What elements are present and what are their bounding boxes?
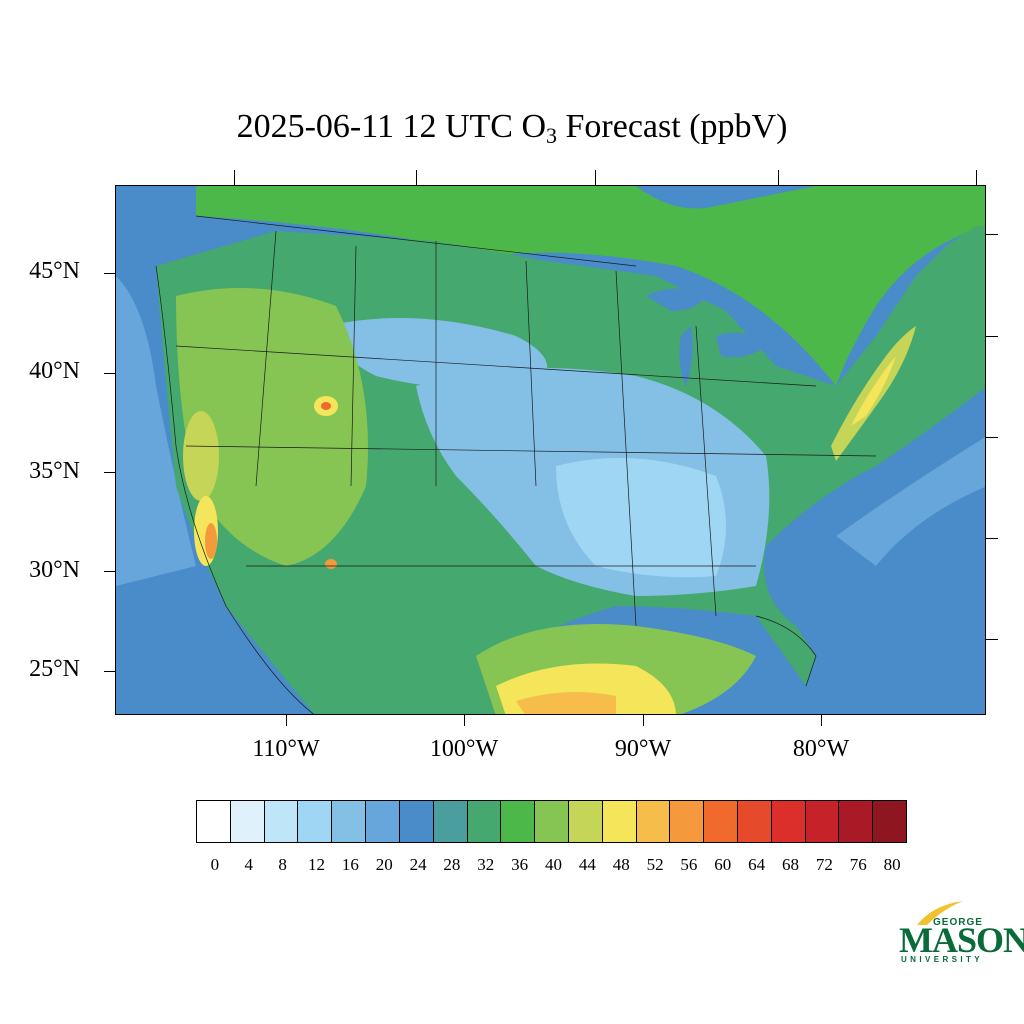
colorbar-swatch bbox=[771, 801, 806, 842]
lon-tick-top bbox=[976, 170, 977, 185]
colorbar-swatch bbox=[704, 801, 738, 842]
map-title: 2025-06-11 12 UTC O3 Forecast (ppbV) bbox=[236, 108, 788, 148]
ozone-field bbox=[116, 186, 985, 714]
colorbar-swatch bbox=[568, 801, 603, 842]
colorbar-swatch bbox=[738, 801, 772, 842]
colorbar-tick-label: 0 bbox=[210, 855, 220, 874]
lat-label-40: 40°N bbox=[29, 358, 80, 384]
lon-tick bbox=[821, 715, 822, 726]
colorbar-swatch bbox=[433, 801, 468, 842]
colorbar-tick-label: 12 bbox=[308, 855, 325, 874]
lat-label-45: 45°N bbox=[29, 258, 80, 284]
colorbar-swatch bbox=[873, 801, 907, 842]
colorbar-tick-label: 28 bbox=[443, 855, 461, 874]
colorbar-tick-label: 32 bbox=[477, 855, 495, 874]
colorbar-tick-label: 20 bbox=[375, 855, 393, 874]
lon-tick bbox=[643, 715, 644, 726]
colorbar-swatch bbox=[805, 801, 840, 842]
lon-tick-top bbox=[778, 170, 779, 185]
colorbar-swatch bbox=[399, 801, 434, 842]
lon-label-110: 110°W bbox=[252, 736, 320, 762]
colorbar-tick-label: 40 bbox=[545, 855, 562, 874]
lat-tick-right bbox=[986, 234, 998, 235]
lat-tick bbox=[104, 671, 115, 672]
colorbar-tick-label: 52 bbox=[646, 855, 664, 874]
lon-tick-top bbox=[416, 170, 417, 185]
colorbar-tick-label: 80 bbox=[883, 855, 901, 874]
lon-label-100: 100°W bbox=[429, 736, 499, 762]
lat-tick-right bbox=[986, 336, 998, 337]
lon-label-80: 80°W bbox=[792, 736, 850, 762]
colorbar-tick-label: 24 bbox=[409, 855, 427, 874]
colorbar-tick-label: 72 bbox=[815, 855, 833, 874]
colorbar-tick-label: 16 bbox=[341, 855, 359, 874]
colorbar-swatch bbox=[602, 801, 637, 842]
lon-tick bbox=[464, 715, 465, 726]
colorbar-swatch bbox=[332, 801, 367, 842]
lon-label-90: 90°W bbox=[614, 736, 672, 762]
colorbar-tick-label: 44 bbox=[578, 855, 596, 874]
colorbar-swatch bbox=[467, 801, 502, 842]
lat-label-30: 30°N bbox=[29, 557, 80, 583]
colorbar-tick-label: 4 bbox=[244, 855, 254, 874]
colorbar-swatch bbox=[230, 801, 265, 842]
colorbar-swatch bbox=[366, 801, 400, 842]
lat-tick bbox=[104, 571, 115, 572]
lat-tick bbox=[104, 373, 115, 374]
colorbar-tick-label: 36 bbox=[511, 855, 529, 874]
colorbar-swatch bbox=[636, 801, 671, 842]
colorbar-swatch bbox=[298, 801, 333, 842]
logo-line2: MASON bbox=[899, 920, 1024, 960]
lat-tick bbox=[104, 273, 115, 274]
lon-tick-top bbox=[234, 170, 235, 185]
colorbar bbox=[196, 800, 907, 843]
colorbar-tick-label: 56 bbox=[680, 855, 698, 874]
colorbar-swatch bbox=[501, 801, 536, 842]
colorbar-swatch bbox=[535, 801, 569, 842]
colorbar-tick-label: 48 bbox=[612, 855, 630, 874]
colorbar-tick-label: 60 bbox=[714, 855, 732, 874]
lon-tick bbox=[286, 715, 287, 726]
logo-line3: UNIVERSITY bbox=[901, 955, 984, 964]
lat-label-25: 25°N bbox=[29, 656, 80, 682]
colorbar-swatch bbox=[264, 801, 299, 842]
logo-swoosh-icon bbox=[917, 901, 963, 925]
colorbar-tick-label: 76 bbox=[849, 855, 867, 874]
colorbar-swatch bbox=[839, 801, 874, 842]
colorbar-tick-label: 68 bbox=[782, 855, 799, 874]
colorbar-tick-label: 64 bbox=[748, 855, 766, 874]
ozone-map bbox=[115, 185, 986, 715]
lat-tick bbox=[104, 472, 115, 473]
colorbar-swatch bbox=[670, 801, 705, 842]
george-mason-logo: GEORGE MASON UNIVERSITY bbox=[895, 895, 1024, 970]
lat-tick-right bbox=[986, 538, 998, 539]
lat-tick-right bbox=[986, 639, 998, 640]
lat-tick-right bbox=[986, 437, 998, 438]
logo-line1: GEORGE bbox=[933, 917, 983, 928]
lat-label-35: 35°N bbox=[29, 458, 80, 484]
lon-tick-top bbox=[595, 170, 596, 185]
colorbar-swatch bbox=[197, 801, 231, 842]
colorbar-tick-label: 8 bbox=[278, 855, 287, 874]
